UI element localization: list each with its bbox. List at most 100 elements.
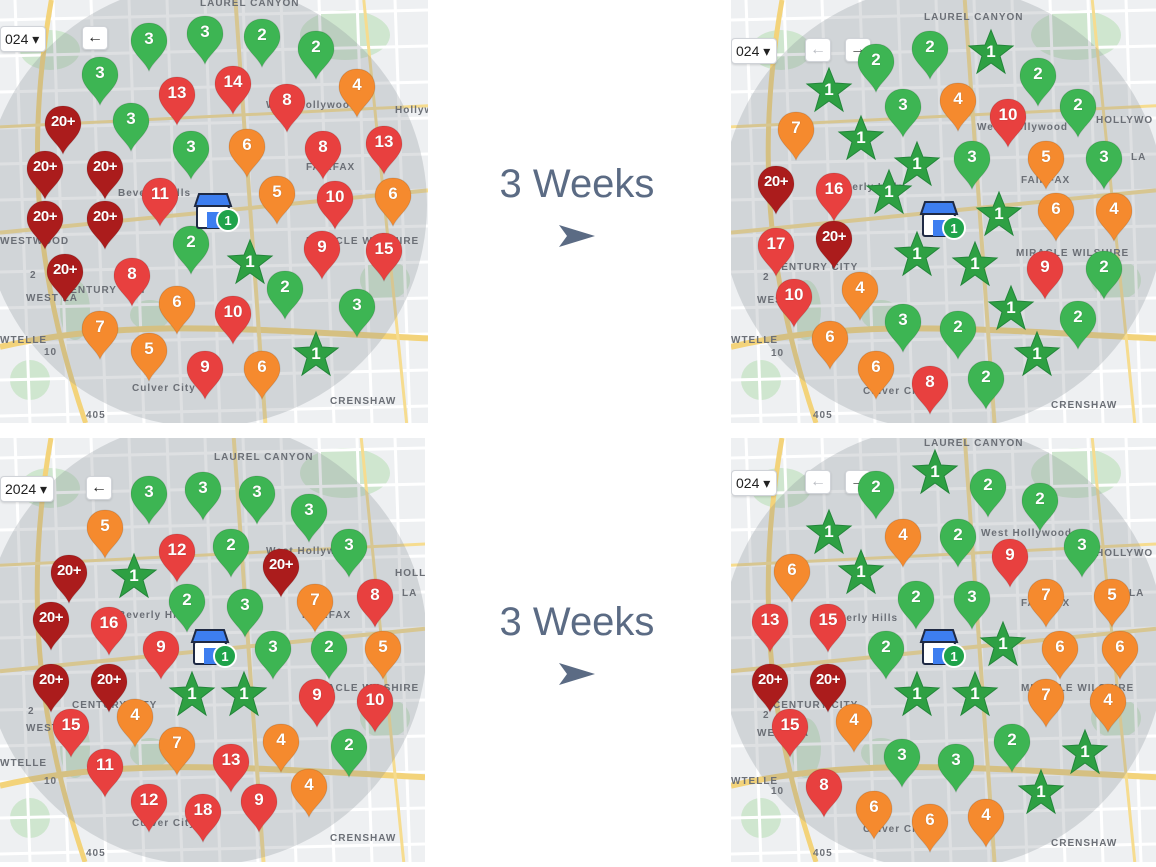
ranking-pin[interactable]: 6	[855, 790, 893, 840]
top-rank-star[interactable]: 1	[168, 670, 216, 718]
arrow-left-icon[interactable]: ←	[805, 470, 831, 494]
ranking-pin[interactable]: 4	[262, 723, 300, 773]
ranking-pin[interactable]: 4	[338, 68, 376, 118]
ranking-pin[interactable]: 3	[254, 630, 292, 680]
ranking-pin[interactable]: 3	[1085, 140, 1123, 190]
ranking-pin[interactable]: 20+	[90, 663, 128, 713]
ranking-pin[interactable]: 10	[356, 683, 394, 733]
ranking-pin[interactable]: 9	[303, 230, 341, 280]
ranking-pin[interactable]: 3	[937, 743, 975, 793]
top-rank-star[interactable]: 1	[975, 190, 1023, 238]
top-rank-star[interactable]: 1	[220, 670, 268, 718]
ranking-pin[interactable]: 13	[158, 76, 196, 126]
ranking-pin[interactable]: 20+	[50, 554, 88, 604]
ranking-pin[interactable]: 2	[310, 630, 348, 680]
ranking-pin[interactable]: 3	[290, 493, 328, 543]
business-location-icon[interactable]: 1	[190, 626, 240, 672]
arrow-left-icon[interactable]: ←	[82, 26, 108, 50]
ranking-pin[interactable]: 7	[1027, 678, 1065, 728]
ranking-pin[interactable]: 12	[158, 533, 196, 583]
ranking-pin[interactable]: 2	[969, 468, 1007, 518]
ranking-pin[interactable]: 6	[773, 553, 811, 603]
ranking-pin[interactable]: 6	[911, 803, 949, 853]
ranking-pin[interactable]: 5	[364, 630, 402, 680]
ranking-pin[interactable]: 6	[811, 320, 849, 370]
map-panel-top-right[interactable]: LAUREL CANYON HOLLYWO Beverly Hills West Ho…	[731, 0, 1156, 423]
ranking-pin[interactable]: 7	[1027, 578, 1065, 628]
ranking-pin[interactable]: 2	[857, 43, 895, 93]
top-rank-star[interactable]: 1	[1013, 330, 1061, 378]
arrow-left-icon[interactable]: ←	[805, 38, 831, 62]
ranking-pin[interactable]: 10	[316, 180, 354, 230]
map-panel-bottom-left[interactable]: LAUREL CANYON HOLLYWO Beverly Hills West Ho…	[0, 438, 425, 862]
ranking-pin[interactable]: 20+	[262, 548, 300, 598]
ranking-pin[interactable]: 3	[130, 475, 168, 525]
ranking-pin[interactable]: 2	[911, 30, 949, 80]
ranking-pin[interactable]: 6	[1041, 630, 1079, 680]
ranking-pin[interactable]: 4	[835, 703, 873, 753]
map-panel-bottom-right[interactable]: LAUREL CANYON HOLLYWO Beverly Hills West Ho…	[731, 438, 1156, 862]
top-rank-star[interactable]: 1	[292, 330, 340, 378]
ranking-pin[interactable]: 10	[775, 278, 813, 328]
top-rank-star[interactable]: 1	[1017, 768, 1065, 816]
ranking-pin[interactable]: 13	[751, 603, 789, 653]
ranking-pin[interactable]: 6	[228, 128, 266, 178]
ranking-pin[interactable]: 20+	[86, 150, 124, 200]
ranking-pin[interactable]: 13	[365, 125, 403, 175]
ranking-pin[interactable]: 3	[884, 303, 922, 353]
ranking-pin[interactable]: 5	[1093, 578, 1131, 628]
ranking-pin[interactable]: 8	[911, 365, 949, 415]
ranking-pin[interactable]: 9	[991, 538, 1029, 588]
ranking-pin[interactable]: 7	[296, 583, 334, 633]
ranking-pin[interactable]: 2	[867, 630, 905, 680]
top-rank-star[interactable]: 1	[865, 168, 913, 216]
ranking-pin[interactable]: 2	[1085, 250, 1123, 300]
business-location-icon[interactable]: 1	[919, 198, 969, 244]
ranking-pin[interactable]: 5	[130, 332, 168, 382]
top-rank-star[interactable]: 1	[967, 28, 1015, 76]
ranking-pin[interactable]: 3	[953, 140, 991, 190]
ranking-pin[interactable]: 10	[214, 295, 252, 345]
ranking-pin[interactable]: 3	[130, 22, 168, 72]
top-rank-star[interactable]: 1	[1061, 728, 1109, 776]
ranking-pin[interactable]: 4	[1095, 192, 1133, 242]
top-rank-star[interactable]: 1	[837, 548, 885, 596]
top-rank-star[interactable]: 1	[893, 230, 941, 278]
ranking-pin[interactable]: 2	[297, 30, 335, 80]
top-rank-star[interactable]: 1	[911, 448, 959, 496]
ranking-pin[interactable]: 14	[214, 65, 252, 115]
arrow-left-icon[interactable]: ←	[86, 476, 112, 500]
ranking-pin[interactable]: 20+	[751, 663, 789, 713]
ranking-pin[interactable]: 3	[238, 475, 276, 525]
ranking-pin[interactable]: 18	[184, 793, 222, 843]
top-rank-star[interactable]: 1	[979, 620, 1027, 668]
ranking-pin[interactable]: 6	[857, 350, 895, 400]
top-rank-star[interactable]: 1	[805, 66, 853, 114]
ranking-pin[interactable]: 9	[186, 350, 224, 400]
ranking-pin[interactable]: 2	[243, 18, 281, 68]
ranking-pin[interactable]: 4	[116, 698, 154, 748]
date-selector[interactable]: 024 ▾	[731, 470, 778, 496]
ranking-pin[interactable]: 3	[1063, 528, 1101, 578]
ranking-pin[interactable]: 5	[1027, 140, 1065, 190]
ranking-pin[interactable]: 16	[815, 172, 853, 222]
ranking-pin[interactable]: 7	[158, 726, 196, 776]
ranking-pin[interactable]: 15	[809, 603, 847, 653]
ranking-pin[interactable]: 3	[81, 56, 119, 106]
ranking-pin[interactable]: 20+	[44, 105, 82, 155]
ranking-pin[interactable]: 6	[243, 350, 281, 400]
ranking-pin[interactable]: 15	[365, 232, 403, 282]
ranking-pin[interactable]: 20+	[815, 220, 853, 270]
top-rank-star[interactable]: 1	[226, 238, 274, 286]
ranking-pin[interactable]: 3	[112, 102, 150, 152]
top-rank-star[interactable]: 1	[951, 240, 999, 288]
ranking-pin[interactable]: 2	[172, 225, 210, 275]
ranking-pin[interactable]: 15	[771, 708, 809, 758]
ranking-pin[interactable]: 3	[186, 15, 224, 65]
ranking-pin[interactable]: 8	[113, 257, 151, 307]
top-rank-star[interactable]: 1	[837, 114, 885, 162]
ranking-pin[interactable]: 3	[338, 288, 376, 338]
ranking-pin[interactable]: 9	[142, 630, 180, 680]
ranking-pin[interactable]: 2	[1019, 57, 1057, 107]
